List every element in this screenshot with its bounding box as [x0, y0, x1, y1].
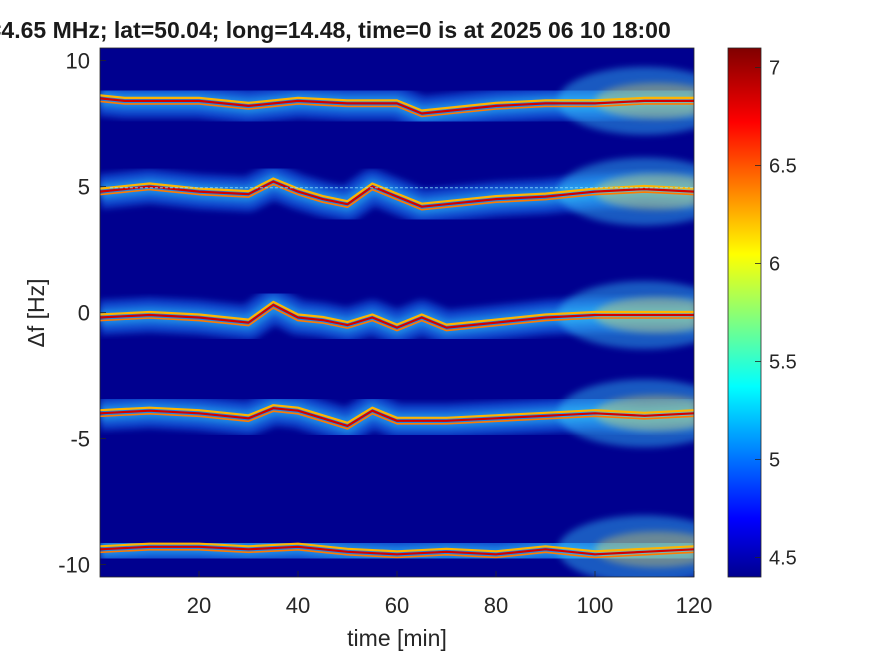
y-tick-label: -10	[58, 552, 90, 577]
signal-trace	[100, 515, 694, 577]
signal-trace	[100, 157, 694, 226]
signal-trace	[100, 66, 694, 135]
x-tick-label: 60	[385, 593, 409, 618]
colorbar-tick-label: 4.5	[769, 547, 797, 569]
x-axis-label: time [min]	[347, 625, 447, 651]
colorbar-tick-label: 5	[769, 449, 780, 471]
y-tick-label: -5	[70, 426, 90, 451]
y-tick-label: 0	[78, 301, 90, 326]
y-axis-label: Δf [Hz]	[23, 278, 49, 347]
colorbar-tick-label: 7	[769, 58, 780, 80]
x-tick-label: 80	[484, 593, 508, 618]
colorbar	[727, 47, 762, 578]
colorbar-tick-label: 6.5	[769, 156, 797, 178]
x-tick-label: 120	[676, 593, 713, 618]
x-tick-label: 20	[187, 593, 211, 618]
signal-trace	[100, 281, 694, 350]
colorbar-tick-label: 5.5	[769, 351, 797, 373]
x-tick-label: 40	[286, 593, 310, 618]
y-tick-label: 10	[66, 49, 90, 74]
x-tick-label: 100	[577, 593, 614, 618]
chart-title: =4.65 MHz; lat=50.04; long=14.48, time=0…	[0, 17, 671, 43]
y-tick-label: 5	[78, 175, 90, 200]
signal-trace	[100, 379, 694, 448]
colorbar-tick-label: 6	[769, 254, 780, 276]
